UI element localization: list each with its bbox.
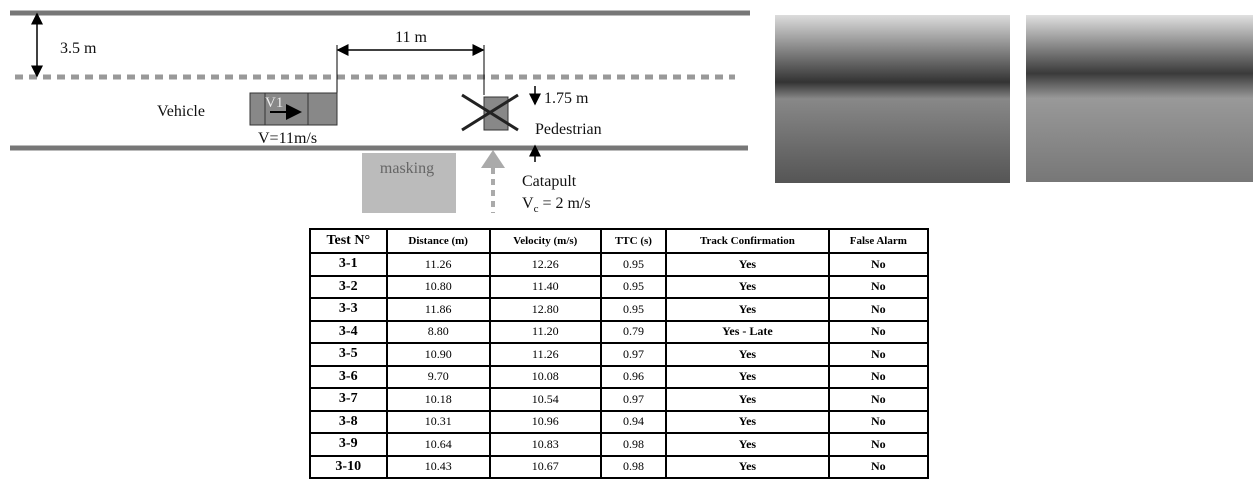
cell: 0.95	[599, 274, 668, 299]
cell: 11.86	[385, 297, 491, 322]
cell: No	[827, 252, 930, 277]
photo	[1026, 15, 1253, 182]
header-cell: Velocity (m/s)	[488, 228, 602, 254]
cell: 0.95	[599, 252, 668, 277]
cell: Yes	[665, 387, 830, 412]
cell: No	[827, 409, 930, 434]
cell: 0.96	[599, 364, 668, 389]
header-cell: False Alarm	[827, 228, 930, 254]
cell: Yes	[665, 274, 830, 299]
cell: No	[827, 387, 930, 412]
cell: 3-9	[309, 432, 388, 457]
cell: 10.43	[385, 454, 491, 479]
header-cell: Distance (m)	[385, 228, 491, 254]
cell: 0.97	[599, 387, 668, 412]
cell: 0.95	[599, 297, 668, 322]
label: Vehicle	[157, 103, 205, 120]
cell: 10.90	[385, 342, 491, 367]
label: masking	[380, 160, 434, 177]
row: 3-1 11.26 12.26 0.95 Yes No	[309, 252, 930, 277]
cell: No	[827, 364, 930, 389]
catapult-arrow	[481, 150, 505, 168]
header-cell: Test N°	[309, 228, 388, 254]
cell: 0.94	[599, 409, 668, 434]
cell: No	[827, 432, 930, 457]
cell: Yes - Late	[665, 319, 830, 344]
cell: 3-4	[309, 319, 388, 344]
label: Catapult	[522, 173, 577, 190]
cell: 3-1	[309, 252, 388, 277]
label: Pedestrian	[535, 121, 602, 138]
row: 3-5 10.90 11.26 0.97 Yes No	[309, 342, 930, 367]
cell: 12.26	[488, 252, 602, 277]
cell: 3-3	[309, 297, 388, 322]
label: Vc = 2 m/s	[522, 195, 591, 215]
cell: No	[827, 342, 930, 367]
row: 3-7 10.18 10.54 0.97 Yes No	[309, 387, 930, 412]
label: V=11m/s	[258, 130, 317, 147]
results-table: Test N° Distance (m) Velocity (m/s) TTC (s)…	[309, 228, 930, 479]
cell: 3-7	[309, 387, 388, 412]
cell: 11.26	[488, 342, 602, 367]
cell: 11.40	[488, 274, 602, 299]
cell: No	[827, 454, 930, 479]
symbol: V	[522, 195, 534, 212]
value: = 2 m/s	[538, 195, 590, 212]
cell: 3-2	[309, 274, 388, 299]
cell: 3-10	[309, 454, 388, 479]
cell: 10.54	[488, 387, 602, 412]
cell: 10.83	[488, 432, 602, 457]
row: 3-2 10.80 11.40 0.95 Yes No	[309, 274, 930, 299]
row: 3-10 10.43 10.67 0.98 Yes No	[309, 454, 930, 479]
row: 3-6 9.70 10.08 0.96 Yes No	[309, 364, 930, 389]
cell: 3-6	[309, 364, 388, 389]
masking	[362, 153, 456, 213]
cell: 3-8	[309, 409, 388, 434]
cell: 10.31	[385, 409, 491, 434]
cross	[461, 93, 519, 132]
cell: Yes	[665, 364, 830, 389]
cell: 0.97	[599, 342, 668, 367]
cell: 12.80	[488, 297, 602, 322]
cell: 11.26	[385, 252, 491, 277]
cell: 11.20	[488, 319, 602, 344]
cell: Yes	[665, 252, 830, 277]
label: 3.5 m	[60, 40, 97, 57]
header-cell: Track Confirmation	[665, 228, 830, 254]
cell: Yes	[665, 432, 830, 457]
row: 3-3 11.86 12.80 0.95 Yes No	[309, 297, 930, 322]
row: 3-4 8.80 11.20 0.79 Yes - Late No	[309, 319, 930, 344]
cell: 0.98	[599, 432, 668, 457]
cell: No	[827, 297, 930, 322]
cell: 10.64	[385, 432, 491, 457]
cell: 10.18	[385, 387, 491, 412]
cell: Yes	[665, 409, 830, 434]
cell: Yes	[665, 297, 830, 322]
photo	[775, 15, 1010, 183]
cell: No	[827, 274, 930, 299]
row: 3-9 10.64 10.83 0.98 Yes No	[309, 432, 930, 457]
label: 1.75 m	[544, 90, 589, 107]
cell: 10.08	[488, 364, 602, 389]
cell: 3-5	[309, 342, 388, 367]
subscript: c	[534, 203, 539, 215]
cell: 10.96	[488, 409, 602, 434]
cell: Yes	[665, 454, 830, 479]
cell: No	[827, 319, 930, 344]
vehicle	[249, 92, 338, 126]
cell: 0.79	[599, 319, 668, 344]
cell: 8.80	[385, 319, 491, 344]
header-row: Test N° Distance (m) Velocity (m/s) TTC (s)…	[309, 228, 930, 254]
cell: 10.67	[488, 454, 602, 479]
cell: 9.70	[385, 364, 491, 389]
cell: Yes	[665, 342, 830, 367]
cell: 10.80	[385, 274, 491, 299]
row: 3-8 10.31 10.96 0.94 Yes No	[309, 409, 930, 434]
label: V1	[265, 95, 283, 111]
header-cell: TTC (s)	[599, 228, 668, 254]
cell: 0.98	[599, 454, 668, 479]
label: 11 m	[395, 29, 427, 46]
